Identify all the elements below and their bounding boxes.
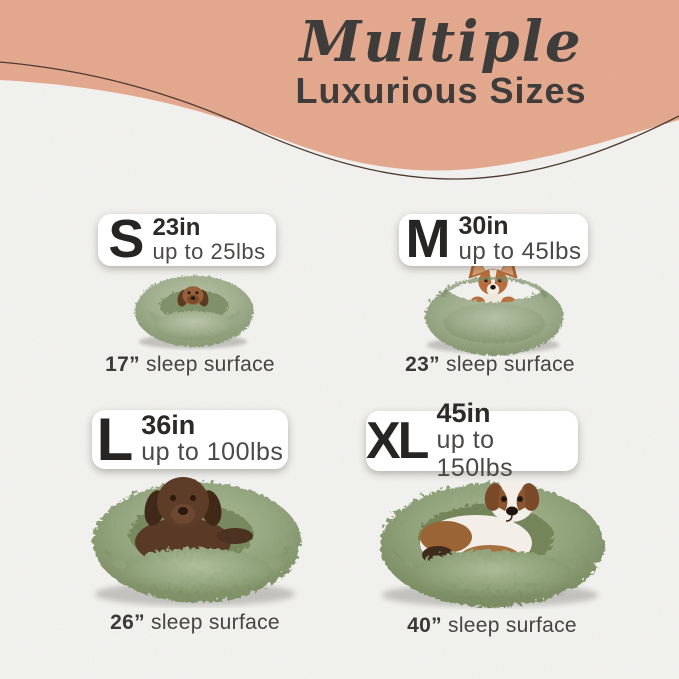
sleep-surface-medium: 23” sleep surface	[390, 353, 590, 377]
size-letter-m: M	[405, 209, 451, 270]
sleep-text-xl: sleep surface	[448, 614, 577, 637]
size-card-xl: XL 45in up to 150lbs	[366, 400, 578, 481]
sleep-size-large: 26”	[110, 611, 145, 634]
size-weight-xl: up to 150lbs	[436, 426, 514, 482]
size-info-large: 36in up to 100lbs	[141, 412, 283, 467]
small-bed-photo	[133, 274, 253, 349]
sleep-surface-small: 17” sleep surface	[90, 353, 290, 377]
sleep-text-medium: sleep surface	[446, 353, 575, 376]
size-letter-xl: XL	[366, 411, 429, 470]
sleep-size-medium: 23”	[405, 353, 440, 376]
large-bed-photo	[91, 477, 299, 606]
size-letter-s: S	[108, 209, 144, 270]
sleep-text-small: sleep surface	[146, 353, 275, 376]
sleep-text-large: sleep surface	[151, 611, 280, 634]
sleep-size-small: 17”	[105, 353, 140, 376]
size-weight-medium: up to 45lbs	[458, 238, 582, 266]
size-letter-l: L	[96, 406, 134, 473]
header: Multiple Luxurious Sizes	[252, 14, 630, 110]
size-dimension-small: 23in	[152, 213, 201, 241]
size-card-medium: M 30in up to 45lbs	[399, 209, 588, 270]
header-main-title: Luxurious Sizes	[295, 70, 587, 111]
size-dimension-xl: 45in	[436, 398, 491, 428]
size-card-small: S 23in up to 25lbs	[98, 209, 276, 270]
size-dimension-medium: 30in	[458, 212, 509, 241]
size-info-small: 23in up to 25lbs	[152, 213, 266, 264]
header-script-title: Multiple	[299, 9, 583, 75]
size-weight-large: up to 100lbs	[141, 438, 284, 467]
size-dimension-large: 36in	[141, 410, 196, 441]
size-card-large: L 36in up to 100lbs	[92, 406, 288, 473]
size-info-xl: 45in up to 150lbs	[436, 400, 578, 482]
size-info-medium: 30in up to 45lbs	[459, 214, 582, 265]
size-weight-small: up to 25lbs	[152, 238, 266, 264]
sleep-surface-xl: 40” sleep surface	[382, 614, 602, 638]
sleep-surface-large: 26” sleep surface	[85, 611, 305, 635]
sleep-size-xl: 40”	[407, 614, 442, 637]
